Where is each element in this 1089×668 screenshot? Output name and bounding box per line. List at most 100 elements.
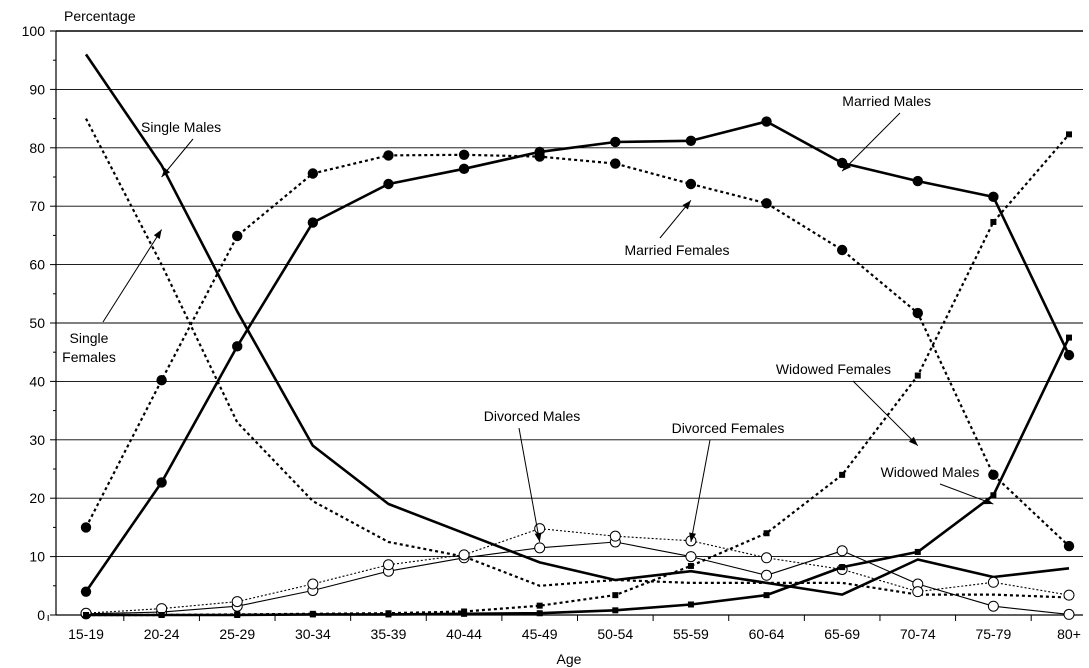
y-axis-label: Percentage bbox=[64, 8, 136, 24]
point-divorced-females bbox=[458, 549, 470, 561]
point-married-females bbox=[156, 375, 167, 386]
point-married-females bbox=[1063, 540, 1075, 552]
point-divorced-males bbox=[987, 600, 999, 612]
point-widowed-males bbox=[763, 592, 770, 599]
x-tick-label-20-24: 20-24 bbox=[144, 626, 180, 642]
annotation-arrowhead-widowed-males bbox=[983, 497, 994, 505]
annotations: Single Males Single Females Married Males Ma… bbox=[62, 93, 994, 543]
series-lines bbox=[80, 53, 1075, 620]
series-line-widowed-females bbox=[86, 133, 1070, 617]
point-married-males bbox=[685, 135, 697, 146]
x-tick-label-35-39: 35-39 bbox=[371, 626, 407, 642]
point-widowed-females bbox=[83, 612, 89, 618]
point-married-females bbox=[610, 158, 621, 169]
series-line-divorced-males bbox=[85, 541, 1070, 615]
annotation-label-divorced-males: Divorced Males bbox=[484, 408, 580, 424]
series-married-females bbox=[80, 149, 1075, 552]
annotation-arrowhead-divorced-females bbox=[689, 532, 697, 542]
point-married-females bbox=[383, 150, 394, 161]
point-married-females bbox=[307, 168, 319, 179]
point-widowed-females bbox=[385, 610, 392, 617]
x-tick-label-50-54: 50-54 bbox=[597, 626, 633, 642]
annotation-arrowhead-single-males bbox=[161, 167, 171, 177]
x-tick-label-25-29: 25-29 bbox=[219, 626, 255, 642]
point-divorced-females bbox=[761, 552, 773, 564]
point-widowed-males bbox=[536, 610, 543, 617]
point-widowed-males bbox=[612, 607, 619, 614]
point-married-males bbox=[232, 341, 243, 352]
x-tick-label-55-59: 55-59 bbox=[673, 626, 709, 642]
point-divorced-females bbox=[609, 530, 621, 542]
point-widowed-males bbox=[914, 548, 921, 555]
annotation-widowed-females: Widowed Females bbox=[776, 361, 919, 446]
point-widowed-males bbox=[990, 492, 997, 499]
annotation-divorced-females: Divorced Females bbox=[672, 420, 785, 543]
point-married-females bbox=[836, 244, 848, 256]
point-married-females bbox=[232, 230, 243, 242]
point-married-females bbox=[458, 149, 470, 161]
point-widowed-females bbox=[612, 592, 619, 599]
annotation-leader-widowed-males bbox=[939, 483, 994, 505]
x-tick-label-30-34: 30-34 bbox=[295, 626, 331, 642]
annotation-married-males: Married Males bbox=[841, 93, 931, 172]
annotation-arrowhead-married-females bbox=[682, 200, 691, 210]
series-line-married-males bbox=[84, 120, 1071, 593]
x-tick-label-65-69: 65-69 bbox=[824, 626, 860, 642]
point-divorced-males bbox=[836, 545, 848, 557]
point-widowed-females bbox=[536, 602, 543, 609]
series-single-females bbox=[85, 118, 1070, 599]
annotation-leader-divorced-females bbox=[690, 439, 711, 543]
y-tick-label-30: 30 bbox=[29, 432, 45, 448]
axes: 0 10 20 30 40 50 60 70 80 90 100 15-19 20-24 25-29 30-… bbox=[22, 23, 1083, 642]
series-line-single-males bbox=[84, 53, 1070, 596]
y-tick-label-70: 70 bbox=[29, 198, 45, 214]
annotation-label-single-females: Single bbox=[70, 330, 109, 346]
point-married-males bbox=[761, 116, 772, 127]
point-widowed-females bbox=[158, 612, 165, 618]
annotation-label-single-males: Single Males bbox=[141, 119, 221, 135]
series-divorced-males bbox=[80, 536, 1075, 620]
annotation-widowed-males: Widowed Males bbox=[881, 464, 994, 505]
point-divorced-males bbox=[761, 569, 773, 581]
point-widowed-females bbox=[839, 471, 846, 478]
annotation-label-single-females: Females bbox=[62, 349, 116, 365]
y-tick-label-90: 90 bbox=[29, 81, 45, 97]
y-tick-label-50: 50 bbox=[29, 315, 45, 331]
annotation-leader-single-females bbox=[102, 229, 163, 323]
series-line-divorced-females bbox=[85, 528, 1070, 614]
point-widowed-females bbox=[687, 562, 694, 569]
point-divorced-females bbox=[912, 586, 924, 598]
annotation-label-widowed-females: Widowed Females bbox=[776, 361, 891, 377]
point-widowed-males bbox=[1066, 334, 1072, 341]
y-tick-label-60: 60 bbox=[29, 257, 45, 273]
x-tick-label-80: 80+ bbox=[1057, 626, 1081, 642]
annotation-arrowhead-divorced-males bbox=[534, 532, 542, 542]
point-married-males bbox=[80, 586, 92, 597]
y-tick-label-10: 10 bbox=[29, 549, 45, 565]
x-tick-label-45-49: 45-49 bbox=[522, 626, 558, 642]
point-widowed-males bbox=[687, 601, 694, 608]
point-widowed-females bbox=[1066, 131, 1072, 138]
annotation-label-divorced-females: Divorced Females bbox=[672, 420, 785, 436]
x-tick-label-75-79: 75-79 bbox=[975, 626, 1011, 642]
point-widowed-females bbox=[914, 372, 921, 379]
y-tick-label-20: 20 bbox=[29, 490, 45, 506]
x-tick-label-70-74: 70-74 bbox=[900, 626, 936, 642]
point-divorced-males bbox=[685, 551, 697, 563]
annotation-label-married-males: Married Males bbox=[842, 93, 931, 109]
series-line-single-females bbox=[85, 118, 1070, 599]
point-widowed-females bbox=[763, 530, 770, 537]
point-married-males bbox=[610, 136, 621, 148]
annotation-arrowhead-married-males bbox=[842, 162, 851, 172]
point-widowed-females bbox=[234, 611, 241, 618]
point-widowed-females bbox=[461, 608, 468, 615]
x-axis-label: Age bbox=[557, 651, 582, 667]
point-divorced-females bbox=[231, 596, 243, 608]
x-tick-label-40-44: 40-44 bbox=[446, 626, 482, 642]
annotation-label-married-females: Married Females bbox=[624, 242, 729, 258]
point-divorced-males bbox=[1063, 608, 1075, 620]
annotation-arrowhead-widowed-females bbox=[908, 436, 918, 446]
point-married-males bbox=[912, 175, 923, 187]
point-married-females bbox=[534, 151, 545, 162]
